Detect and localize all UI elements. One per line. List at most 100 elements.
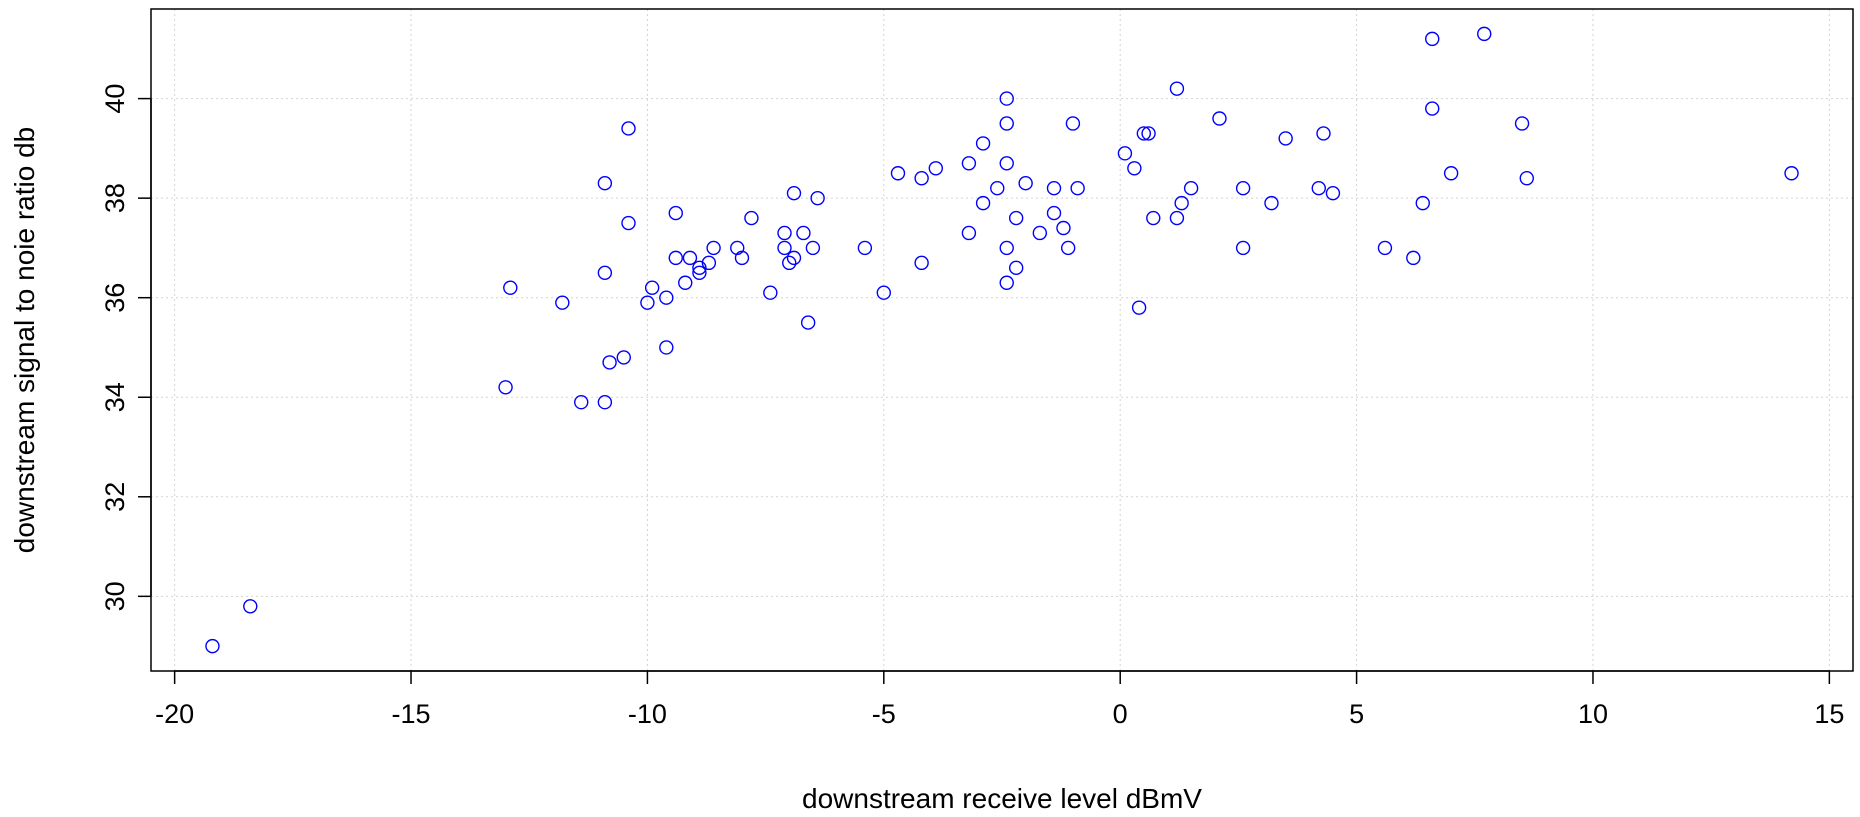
scatter-point <box>961 156 977 171</box>
scatter-point <box>555 295 570 310</box>
scatter-point <box>1406 250 1421 266</box>
y-axis-title: downstream signal to noie ratio db <box>9 127 40 553</box>
scatter-point <box>1070 180 1085 196</box>
x-axis: -20 -15 -10 -5 0 5 10 15 <box>155 670 1844 729</box>
scatter-point <box>1146 210 1161 226</box>
scatter-point <box>1065 116 1081 131</box>
scatter-point <box>1141 126 1156 141</box>
plot-frame <box>150 8 1854 672</box>
scatter-point <box>1519 171 1534 186</box>
scatter-point <box>1018 176 1033 191</box>
x-tick-label: -5 <box>872 699 896 729</box>
scatter-point <box>1136 126 1152 141</box>
y-tick-label: 30 <box>100 581 130 611</box>
scatter-point <box>1056 220 1071 236</box>
scatter-point <box>800 315 816 330</box>
scatter-point <box>990 180 1005 196</box>
x-tick-label: 5 <box>1349 699 1364 729</box>
y-tick-label: 32 <box>100 482 130 512</box>
scatter-point <box>701 255 717 271</box>
scatter-point <box>975 195 991 211</box>
scatter-point <box>763 285 778 300</box>
scatter-point <box>1032 225 1048 241</box>
scatter-point <box>1008 260 1024 276</box>
scatter-point <box>498 380 513 395</box>
scatter-point <box>796 225 811 241</box>
scatter-point <box>1443 166 1459 181</box>
y-tick-label: 36 <box>100 283 130 313</box>
scatter-point <box>205 638 220 654</box>
scatter-point <box>692 265 707 281</box>
scatter-point <box>1316 126 1331 141</box>
scatter-point <box>999 156 1014 171</box>
scatter-point <box>1784 166 1799 181</box>
scatter-point <box>857 240 873 256</box>
scatter-point <box>1425 31 1440 47</box>
scatter-point <box>644 280 660 295</box>
scatter-point <box>1415 195 1430 211</box>
scatter-point <box>602 355 617 370</box>
scatter-point <box>668 250 683 266</box>
scatter-point <box>1169 210 1185 226</box>
scatter-point <box>805 240 821 256</box>
scatter-point <box>597 395 613 410</box>
scatter-point <box>782 255 797 271</box>
x-tick-label: 0 <box>1113 699 1128 729</box>
scatter-point <box>734 250 750 266</box>
scatter-point <box>1212 111 1227 126</box>
scatter-point <box>786 250 802 266</box>
grid-lines <box>151 9 1853 671</box>
y-tick-label: 40 <box>100 84 130 114</box>
scatter-point <box>640 295 655 310</box>
data-points <box>205 26 1799 654</box>
y-axis: 30 32 34 36 38 40 <box>100 84 152 611</box>
scatter-point <box>692 260 707 276</box>
scatter-point <box>1008 210 1024 226</box>
scatter-point <box>597 176 613 191</box>
x-tick-label: 10 <box>1578 699 1608 729</box>
scatter-point <box>616 350 631 365</box>
scatter-point <box>1183 180 1199 196</box>
y-tick-label: 34 <box>100 382 130 412</box>
scatter-point <box>1278 131 1293 146</box>
scatter-point <box>777 240 792 256</box>
x-axis-title: downstream receive level dBmV <box>802 783 1202 814</box>
scatter-point <box>928 161 944 176</box>
scatter-point <box>1477 26 1492 42</box>
scatter-point <box>1377 240 1393 256</box>
scatter-point <box>682 250 698 266</box>
scatter-point <box>1514 116 1530 131</box>
scatter-point <box>810 190 825 206</box>
scatter-point <box>1169 81 1185 96</box>
scatter-point <box>659 290 674 305</box>
scatter-point <box>621 215 636 231</box>
scatter-point <box>1174 195 1189 211</box>
scatter-point <box>1127 161 1142 176</box>
scatter-point <box>914 255 929 271</box>
scatter-point <box>1131 300 1147 315</box>
scatter-point <box>1311 180 1326 196</box>
scatter-point <box>1046 205 1062 221</box>
scatter-point <box>975 136 991 151</box>
scatter-point <box>999 91 1014 106</box>
scatter-point <box>961 225 977 241</box>
scatter-point <box>786 185 802 201</box>
scatter-point <box>668 205 683 221</box>
scatter-point <box>1060 240 1076 256</box>
y-tick-label: 38 <box>100 183 130 213</box>
x-tick-label: -15 <box>392 699 431 729</box>
scatter-point <box>574 395 589 410</box>
scatter-point <box>621 121 636 136</box>
scatter-point <box>744 210 759 226</box>
scatter-point <box>1264 195 1279 211</box>
scatter-point <box>999 275 1014 290</box>
scatter-point <box>1425 101 1440 116</box>
scatter-point <box>597 265 613 281</box>
scatter-point <box>914 171 929 186</box>
scatter-point <box>876 285 892 300</box>
scatter-point <box>1235 240 1251 256</box>
scatter-point <box>1046 180 1062 196</box>
scatter-point <box>678 275 693 290</box>
scatter-point <box>777 225 792 241</box>
